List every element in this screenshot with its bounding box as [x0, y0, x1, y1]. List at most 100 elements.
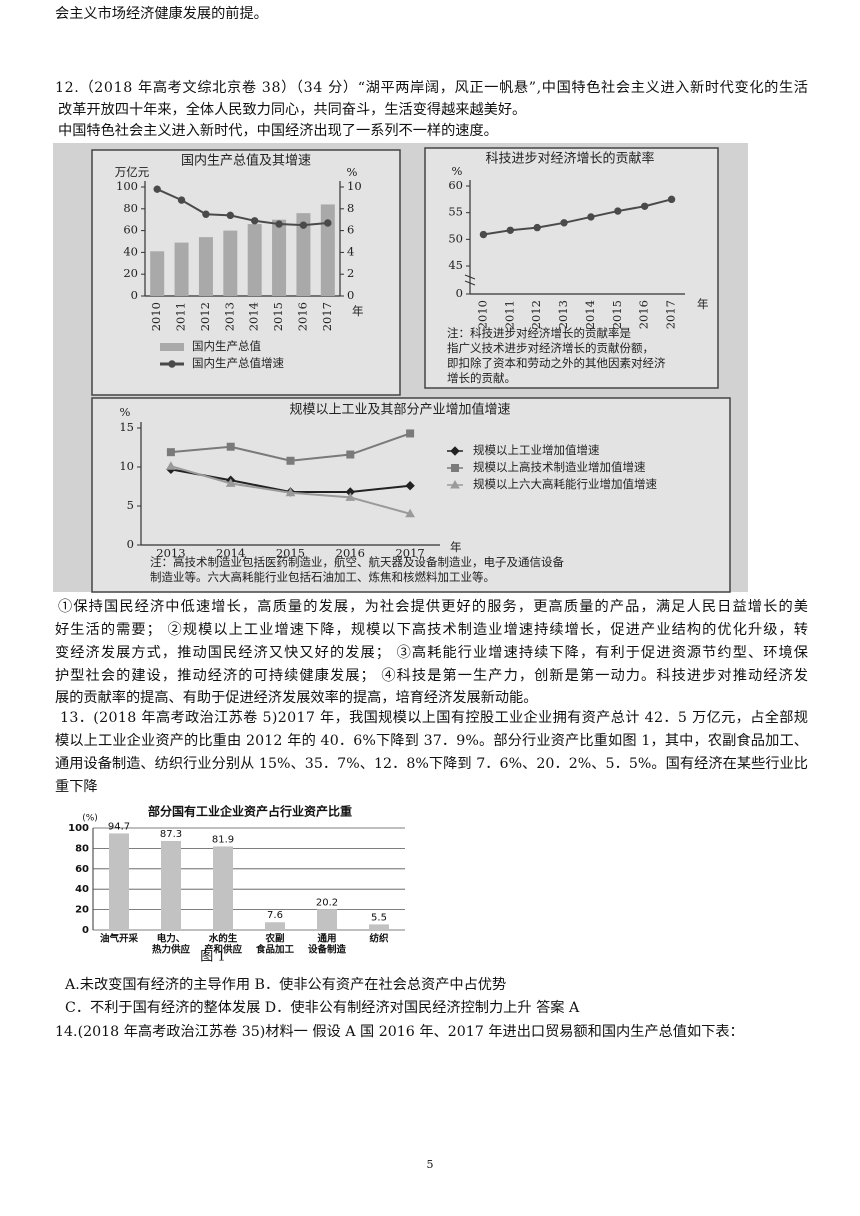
bar [369, 924, 389, 930]
value-label: 87.3 [160, 829, 182, 840]
x-tick-label: 2010 [475, 300, 489, 329]
legend-label: 国内生产总值增速 [192, 356, 284, 370]
chart-note: 即扣除了资本和劳动之外的其他因素对经济 [447, 356, 666, 370]
bar [150, 251, 165, 296]
y-tick-label: 100 [116, 179, 138, 193]
marker [406, 429, 415, 438]
marker [405, 481, 415, 491]
marker [250, 217, 259, 225]
y-tick-label: 20 [123, 266, 138, 280]
x-tick-label: 2017 [664, 300, 678, 329]
question-line: 模以上工业企业资产的比重由 2012 年的 40．6%下降到 37．9%。部分行… [55, 732, 808, 749]
y2-tick-label: 6 [347, 223, 354, 237]
y2-tick-label: 2 [347, 266, 354, 280]
marker [285, 487, 296, 497]
text-line: 改革开放四十年来，全体人民致力同心，共同奋斗，生活变得越来越美好。 [58, 101, 526, 118]
y-axis-label: (%) [82, 814, 98, 824]
x-tick-label: 2013 [556, 300, 570, 329]
y-tick-label: 0 [82, 925, 89, 936]
y-tick-label: 15 [119, 420, 134, 434]
marker [226, 211, 235, 220]
x-axis-label: 年 [352, 304, 364, 318]
page-number: 5 [427, 1158, 434, 1171]
value-label: 20.2 [316, 897, 338, 908]
marker [450, 479, 460, 489]
y-tick-label: 0 [127, 537, 134, 551]
y-tick-label: 40 [123, 244, 138, 258]
value-label: 94.7 [108, 821, 130, 832]
option-line: A.未改变国有经济的主导作用 B．使非公有资产在社会总资产中占优势 [64, 976, 506, 993]
chart-note: 注：科技进步对经济增长的贡献率是 [447, 326, 631, 340]
value-label: 5.5 [371, 912, 387, 923]
marker [506, 226, 515, 234]
x-tick-label: 2011 [174, 302, 188, 331]
figure-caption: 图 1 [200, 950, 225, 965]
marker [345, 492, 356, 501]
marker [177, 196, 186, 204]
marker [450, 446, 460, 456]
y-tick-label: 0 [456, 286, 463, 300]
marker [533, 223, 541, 232]
chart-frame [424, 147, 719, 389]
x-tick-label: 2015 [271, 302, 285, 331]
marker [479, 230, 488, 239]
marker [405, 508, 415, 518]
bar [265, 922, 285, 930]
answer-line: 好生活的需要； ②规模以上工业增速下降，规模以下高技术制造业增速持续增长，促进产… [55, 621, 808, 638]
y-axis-label: % [120, 405, 131, 419]
y-tick-label: 45 [448, 258, 463, 272]
y2-tick-label: 4 [347, 244, 354, 258]
x-tick-label: 产和供应 [204, 944, 243, 956]
option-line: C．不利于国有经济的整体发展 D．使非公有制经济对国民经济控制力上升 答案 A [65, 999, 580, 1016]
y-tick-label: 60 [123, 223, 138, 237]
marker [166, 461, 176, 470]
x-tick-label: 2014 [247, 302, 261, 331]
legend-label: 国内生产总值 [192, 339, 261, 353]
bar [317, 909, 337, 930]
answer-line: 变经济发展方式，推动国民经济又快又好的发展； ③高耗能行业增速持续下降，有利于促… [55, 644, 808, 661]
x-tick-label: 通用 [317, 934, 336, 945]
marker [560, 219, 568, 227]
chart-title: 规模以上工业及其部分产业增加值增速 [289, 402, 510, 418]
marker [153, 185, 161, 193]
chart-note: 制造业等。六大高耗能行业包括石油加工、炼焦和核燃料加工业等。 [150, 570, 495, 584]
bar [272, 219, 287, 296]
x-tick-label: 2011 [502, 300, 516, 329]
y-tick-label: 60 [75, 864, 89, 875]
question-line: 14.(2018 年高考政治江苏卷 35)材料一 假设 A 国 2016 年、2… [55, 1023, 744, 1040]
x-tick-label: 2017 [320, 302, 334, 331]
marker [451, 464, 459, 472]
x-tick-label: 2014 [583, 300, 597, 329]
x-tick-label: 2012 [529, 300, 543, 329]
chart-title: 部分国有工业企业资产占行业资产比重 [148, 804, 352, 819]
x-tick-label: 热力供应 [152, 944, 191, 956]
y-tick-label: 100 [68, 823, 89, 834]
y-tick-label: 55 [448, 205, 463, 219]
x-axis-label: 年 [450, 540, 462, 554]
x-tick-label: 油气开采 [100, 933, 139, 945]
marker [225, 478, 236, 487]
text-line: 中国特色社会主义进入新时代，中国经济出现了一系列不一样的速度。 [58, 122, 498, 139]
marker [587, 213, 595, 221]
y-tick-label: 20 [75, 905, 89, 916]
chart-title: 国内生产总值及其增速 [181, 153, 311, 169]
x-tick-label: 2016 [637, 300, 651, 329]
question-line: 重下降 [55, 779, 98, 795]
x-tick-label: 2014 [216, 546, 245, 560]
bar [198, 237, 213, 296]
bar [174, 242, 189, 296]
bar [320, 204, 335, 296]
y-tick-label: 40 [75, 884, 89, 895]
legend-label: 规模以上工业增加值增速 [473, 443, 600, 457]
marker [168, 360, 176, 368]
marker [324, 219, 332, 227]
value-label: 81.9 [212, 834, 234, 845]
data-line [483, 198, 672, 236]
x-tick-label: 电力、 [157, 933, 186, 945]
y-tick-label: 0 [131, 288, 138, 302]
x-tick-label: 纺织 [369, 933, 389, 945]
y-tick-label: 10 [119, 459, 134, 473]
x-tick-label: 2016 [336, 546, 365, 560]
question-line: 13．(2018 年高考政治江苏卷 5)2017 年，我国规模以上国有控股工业企… [60, 709, 808, 726]
marker [226, 442, 235, 451]
